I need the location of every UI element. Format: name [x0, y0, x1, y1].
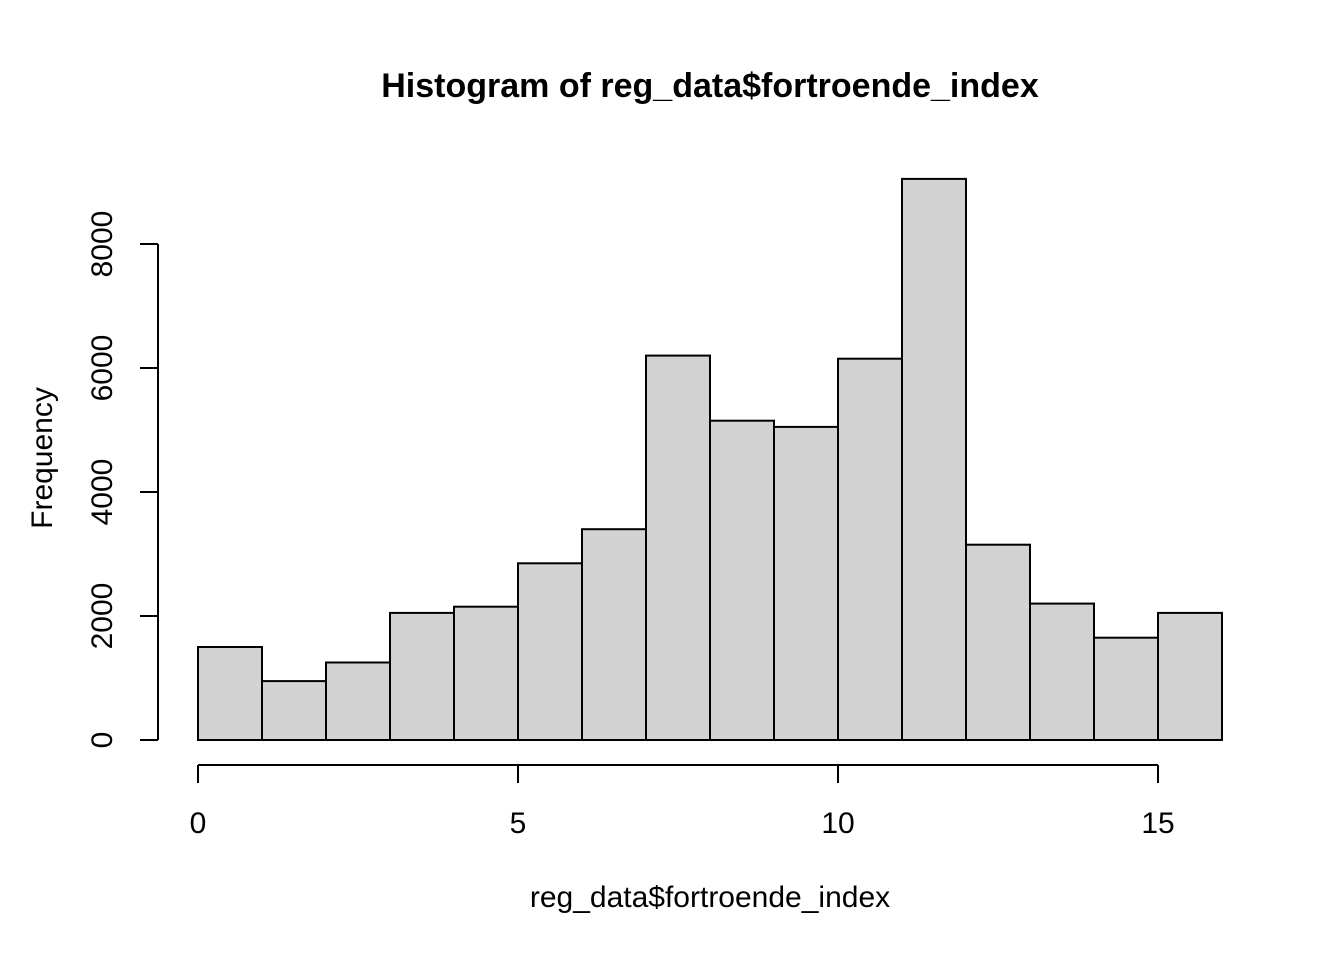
histogram-bar: [837, 357, 903, 741]
histogram-bar: [453, 605, 519, 742]
y-axis-label: Frequency: [26, 387, 59, 529]
x-axis: 0 5 10 15: [190, 764, 1175, 840]
histogram-bar: [965, 543, 1031, 742]
y-tick-label: 8000: [86, 211, 119, 278]
histogram-bar: [197, 646, 263, 741]
y-tick-label: 0: [86, 732, 119, 749]
y-tick-label: 4000: [86, 459, 119, 526]
chart-title: Histogram of reg_data$fortroende_index: [381, 67, 1039, 105]
x-tick-label: 15: [1141, 807, 1174, 840]
y-tick-label: 6000: [86, 335, 119, 402]
histogram-bar: [1029, 602, 1095, 741]
histogram-bar: [645, 354, 711, 741]
histogram-bar: [517, 562, 583, 741]
histogram-bar: [1093, 636, 1159, 742]
histogram-bar: [581, 528, 647, 742]
y-axis: 0 2000 4000 6000 8000: [86, 211, 159, 749]
x-tick-label: 10: [821, 807, 854, 840]
histogram-bar: [261, 680, 327, 741]
x-tick-label: 0: [190, 807, 207, 840]
bars-group: [197, 177, 1223, 742]
y-tick-label: 2000: [86, 583, 119, 650]
x-axis-label: reg_data$fortroende_index: [530, 881, 890, 914]
histogram-bar: [389, 611, 455, 742]
histogram-bar: [773, 425, 839, 741]
histogram-bar: [709, 419, 775, 741]
x-tick-label: 5: [510, 807, 527, 840]
histogram-bar: [325, 661, 391, 741]
histogram-bar: [1157, 611, 1223, 742]
histogram-bar: [901, 177, 967, 741]
